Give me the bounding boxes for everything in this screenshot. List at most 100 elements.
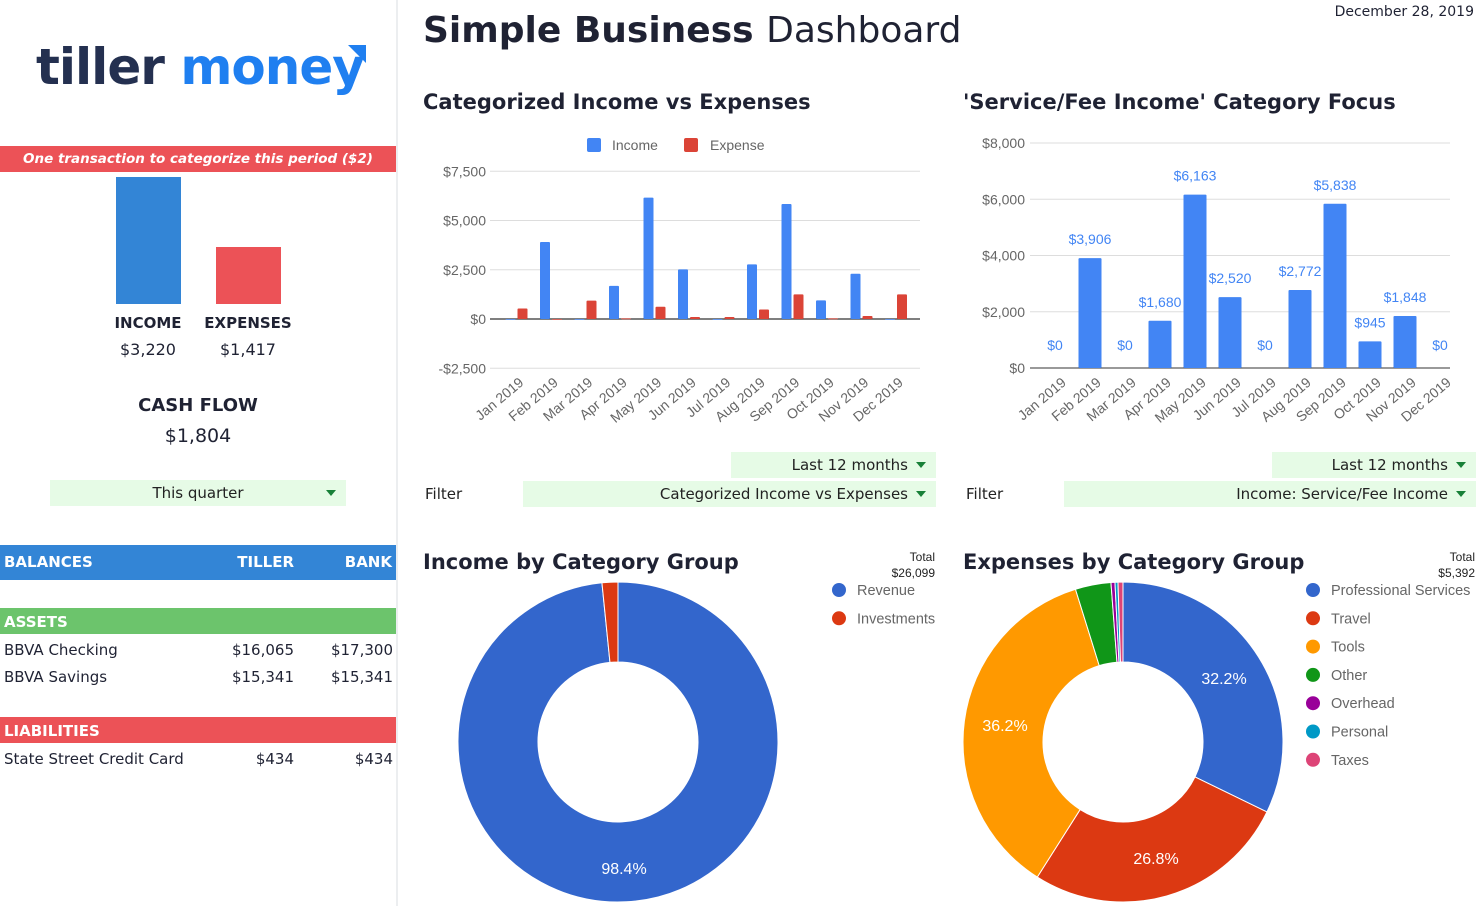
legend-label: Revenue	[857, 583, 915, 599]
logo-mark-icon	[348, 45, 366, 63]
legend-dot	[1306, 724, 1320, 739]
period-dropdown[interactable]: This quarter	[50, 480, 346, 506]
chart2-title: 'Service/Fee Income' Category Focus	[963, 90, 1396, 114]
service-income-bar	[1323, 203, 1347, 368]
legend-label: Taxes	[1331, 753, 1369, 769]
cash-flow-value: $1,804	[164, 425, 232, 447]
bar-data-label: $0	[1047, 337, 1063, 353]
uncategorized-alert[interactable]: One transaction to categorize this perio…	[0, 146, 396, 172]
bar-data-label: $6,163	[1174, 168, 1217, 184]
tiller-balance: $434	[255, 750, 294, 768]
expense-bar	[828, 318, 838, 320]
income-label: INCOME	[114, 314, 182, 332]
income-bar	[747, 264, 757, 319]
assets-label: ASSETS	[4, 613, 68, 631]
y-tick-label: $2,000	[982, 304, 1025, 320]
expenses-value: $1,417	[220, 340, 276, 359]
income-bar	[643, 197, 654, 319]
legend-label: Investments	[857, 611, 935, 627]
range-value: Last 12 months	[1331, 456, 1448, 474]
bar-data-label: $0	[1257, 337, 1273, 353]
legend-income-label: Income	[612, 137, 658, 153]
y-tick-label: $4,000	[982, 248, 1025, 264]
income-bar	[678, 269, 688, 319]
y-tick-label: $7,500	[443, 163, 486, 179]
legend-dot	[1306, 696, 1320, 711]
filter-value: Categorized Income vs Expenses	[659, 485, 908, 503]
expense-bar	[655, 306, 666, 319]
bar-data-label: $0	[1117, 337, 1133, 353]
account-row[interactable]: BBVA Checking $16,065 $17,300	[4, 641, 393, 663]
bar-data-label: $2,772	[1279, 263, 1322, 279]
legend-label: Other	[1331, 668, 1367, 684]
service-income-bar	[1148, 320, 1172, 368]
logo-text-tiller: tiller	[36, 38, 165, 96]
bank-col: BANK	[344, 553, 392, 571]
service-income-bar	[1218, 297, 1242, 368]
filter-value: Income: Service/Fee Income	[1236, 485, 1448, 503]
sidebar: tiller money One transaction to categori…	[0, 0, 398, 906]
expense-bar	[517, 308, 528, 319]
expense-bar	[586, 300, 597, 319]
range-dropdown-left[interactable]: Last 12 months	[731, 452, 936, 478]
income-bar	[574, 319, 585, 320]
title-rest: Dashboard	[766, 10, 962, 51]
income-bar	[885, 319, 895, 320]
income-bar	[712, 319, 723, 320]
total-label: Total	[910, 550, 935, 564]
title-bold: Simple Business	[423, 10, 754, 51]
y-tick-label: $8,000	[982, 135, 1025, 151]
assets-header: ASSETS	[0, 608, 396, 634]
expense-bar	[690, 317, 700, 319]
expense-bar	[862, 316, 873, 319]
expense-bar	[793, 294, 804, 319]
dropdown-arrow-icon	[1456, 462, 1466, 468]
bar-data-label: $945	[1354, 314, 1385, 330]
bar-data-label: $2,520	[1209, 270, 1252, 286]
y-tick-label: $0	[470, 311, 486, 327]
bar-data-label: $1,680	[1139, 294, 1182, 310]
expenses-summary-bar	[216, 247, 281, 304]
liabilities-label: LIABILITIES	[4, 722, 100, 740]
filter-label-left: Filter	[425, 485, 463, 503]
chart1-title: Categorized Income vs Expenses	[423, 90, 811, 114]
account-name: BBVA Savings	[4, 668, 108, 686]
income-summary-bar	[116, 177, 181, 304]
legend-expense-swatch	[684, 138, 698, 152]
legend-expense-label: Expense	[710, 137, 765, 153]
dropdown-arrow-icon	[916, 491, 926, 497]
account-name: State Street Credit Card	[4, 750, 184, 768]
slice-percent-label: 32.2%	[1201, 671, 1246, 688]
liabilities-header: LIABILITIES	[0, 717, 396, 743]
balances-col: BALANCES	[4, 553, 93, 571]
service-income-bar	[1078, 258, 1102, 368]
period-dropdown-value: This quarter	[152, 484, 244, 502]
slice-percent-label: 26.8%	[1133, 851, 1178, 868]
service-income-bar	[1358, 341, 1382, 368]
bar-data-label: $5,838	[1314, 177, 1357, 193]
income-bar	[540, 242, 550, 319]
legend-label: Travel	[1331, 611, 1371, 627]
income-bar	[609, 285, 619, 319]
income-bar	[781, 203, 792, 319]
legend-label: Tools	[1331, 640, 1365, 656]
donut-slice-taxes	[1117, 581, 1124, 663]
account-row[interactable]: State Street Credit Card $434 $434	[4, 750, 393, 772]
range-dropdown-right[interactable]: Last 12 months	[1272, 452, 1476, 478]
legend-dot	[1306, 667, 1320, 682]
y-tick-label: $6,000	[982, 191, 1025, 207]
income-value: $3,220	[120, 340, 176, 359]
income-bar	[850, 273, 861, 319]
filter-dropdown-right[interactable]: Income: Service/Fee Income	[1064, 481, 1476, 507]
legend-dot	[832, 583, 846, 597]
y-tick-label: $2,500	[443, 262, 486, 278]
legend-dot	[1306, 611, 1320, 626]
total-value: $5,392	[1438, 566, 1475, 580]
page-title: Simple Business Dashboard	[423, 10, 961, 51]
account-row[interactable]: BBVA Savings $15,341 $15,341	[4, 668, 393, 690]
filter-dropdown-left[interactable]: Categorized Income vs Expenses	[523, 481, 936, 507]
filter-label-right: Filter	[966, 485, 1004, 503]
donut-slice-tools	[962, 588, 1100, 878]
balances-header: BALANCES TILLER BANK	[0, 545, 396, 580]
